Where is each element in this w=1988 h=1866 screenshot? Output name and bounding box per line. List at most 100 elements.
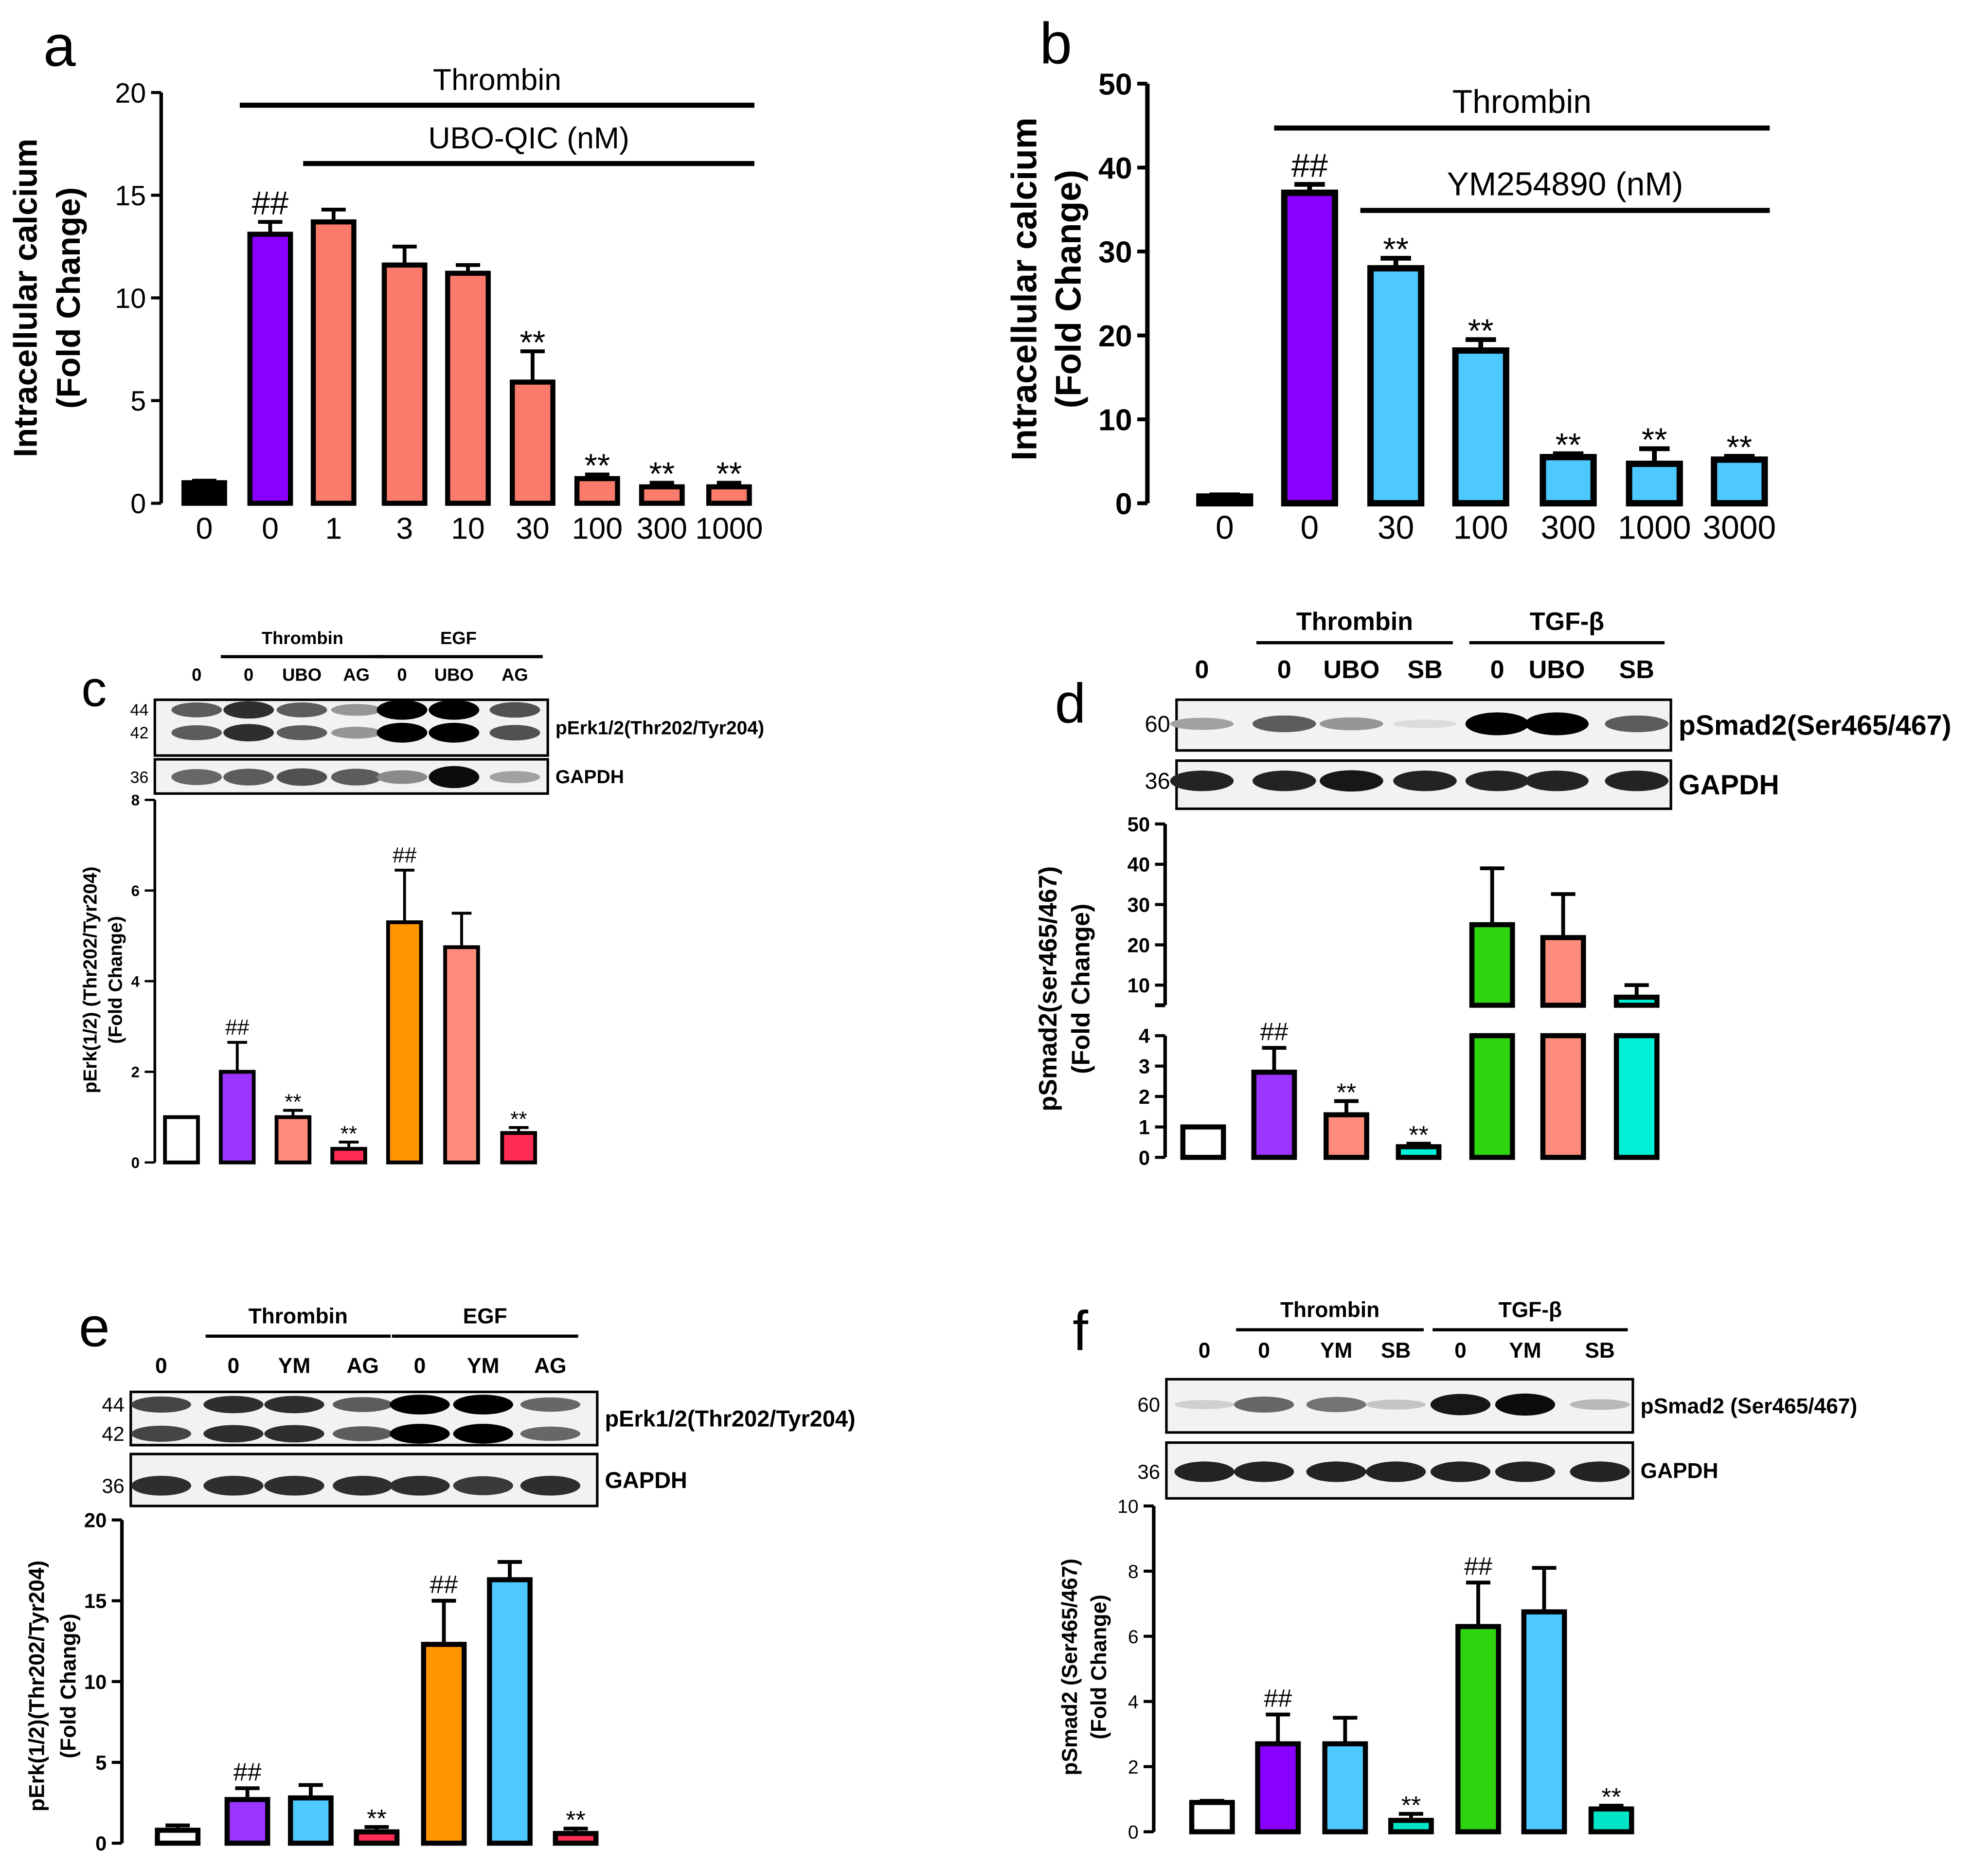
bracket-label: Thrombin <box>433 63 561 97</box>
protein-band <box>1252 715 1316 733</box>
protein-band <box>131 1425 192 1442</box>
y-tick-label: 2 <box>1139 1085 1150 1108</box>
protein-band <box>1365 1400 1426 1410</box>
x-tick-label: 30 <box>1378 510 1414 546</box>
y-tick-label: 6 <box>1128 1627 1139 1648</box>
molecular-weight-marker: 36 <box>102 1474 124 1497</box>
y-tick-label: 6 <box>131 882 140 899</box>
y-axis-label-line: pSmad2(ser465/467) <box>1034 866 1062 1112</box>
y-tick-label: 20 <box>115 78 146 109</box>
bar <box>1540 454 1597 507</box>
lane-label: YM <box>278 1354 310 1378</box>
lane-label: UBO <box>434 664 474 684</box>
molecular-weight-marker: 44 <box>102 1393 124 1416</box>
panel-c: c 0 2 4 6 8 pErk(1/2) (Thr202/Tyr204) (Fold Cha… <box>80 628 764 1171</box>
bar <box>443 945 480 1165</box>
y-tick-label: 10 <box>1117 1496 1138 1517</box>
y-axis-label-line: pSmad2 (Ser465/467) <box>1058 1559 1082 1776</box>
bar <box>1626 460 1683 507</box>
lane-label: YM <box>1320 1339 1352 1363</box>
y-tick-label: 4 <box>131 973 140 990</box>
panel-letter: b <box>1039 11 1072 76</box>
bar <box>1322 1741 1368 1834</box>
molecular-weight-marker: 42 <box>130 724 149 742</box>
protein-band <box>520 1426 581 1441</box>
bar <box>1367 265 1425 507</box>
y-axis-label-line: (Fold Change) <box>105 916 126 1044</box>
bar <box>1540 935 1586 1008</box>
protein-band <box>276 768 327 786</box>
x-tick-label: 30 <box>516 512 550 546</box>
significance-mark: ** <box>566 1806 586 1834</box>
lane-label: 0 <box>1490 656 1504 684</box>
bar <box>1196 493 1254 507</box>
y-axis-label-line: (Fold Change) <box>1049 170 1089 408</box>
y-axis-label-line: pErk(1/2) (Thr202/Tyr204) <box>80 866 101 1093</box>
y-tick-label: 15 <box>84 1590 107 1613</box>
significance-mark: ** <box>510 1108 527 1131</box>
y-tick-label: 40 <box>1098 151 1132 185</box>
protein-band <box>1393 719 1457 728</box>
significance-mark: ** <box>716 456 742 492</box>
blot-row: 44 42 pErk1/2(Thr202/Tyr204) <box>130 698 764 757</box>
bar <box>639 484 685 506</box>
bar <box>1452 347 1509 507</box>
lane-label: SB <box>1407 656 1442 684</box>
protein-band <box>1430 1461 1491 1482</box>
treatment-bracket: Thrombin <box>1274 84 1770 131</box>
bar <box>1189 1800 1235 1834</box>
protein-band <box>429 766 480 789</box>
significance-mark: ## <box>430 1571 458 1599</box>
blot-row-label: pSmad2 (Ser465/467) <box>1641 1395 1858 1418</box>
protein-band <box>1465 712 1529 736</box>
y-axis-label: pSmad2 (Ser465/467) (Fold Change) <box>1058 1559 1111 1776</box>
y-axis-label: pErk(1/2)(Thr202/Tyr204) (Fold Change) <box>25 1561 80 1812</box>
protein-band <box>1234 1461 1294 1482</box>
bar <box>310 219 357 506</box>
bar <box>510 379 555 506</box>
protein-band <box>1605 771 1669 791</box>
bar <box>354 1829 400 1846</box>
protein-band <box>203 1425 264 1443</box>
bracket-label: UBO-QIC (nM) <box>428 121 629 155</box>
lane-label: AG <box>346 1354 378 1378</box>
bar <box>553 1830 599 1846</box>
bar <box>445 270 491 506</box>
y-tick-label: 20 <box>1128 933 1150 956</box>
bar <box>1540 1033 1586 1160</box>
protein-band <box>331 769 382 786</box>
protein-band <box>376 700 428 720</box>
bars: ## ** ** <box>1180 866 1660 1160</box>
bar <box>163 1115 200 1165</box>
y-tick-label: 8 <box>131 792 140 809</box>
blot-row-label: GAPDH <box>555 767 624 788</box>
protein-band <box>171 702 222 718</box>
significance-mark: ** <box>520 324 546 361</box>
panel-letter: a <box>43 14 76 79</box>
bar <box>1469 922 1515 1008</box>
y-tick-label: 3 <box>1139 1055 1150 1078</box>
protein-band <box>331 727 382 739</box>
protein-band <box>264 1425 324 1443</box>
lane-label: AG <box>501 664 528 684</box>
significance-mark: ## <box>225 1016 250 1040</box>
bar <box>287 1795 334 1846</box>
protein-band <box>1365 1461 1426 1482</box>
significance-mark: ** <box>649 456 675 492</box>
y-tick-label: 2 <box>1128 1757 1139 1778</box>
y-tick-label: 30 <box>1098 235 1132 269</box>
y-tick-label: 0 <box>1115 487 1132 521</box>
bar <box>1388 1817 1434 1834</box>
y-tick-label: 15 <box>115 180 146 212</box>
protein-band <box>489 771 540 783</box>
bar <box>1455 1624 1501 1834</box>
x-tick-label: 0 <box>1216 510 1234 546</box>
bar <box>218 1070 256 1165</box>
bars: 0 ## 0 ** 30 ** 100 ** 300 ** 1000 ** 3000 <box>1196 147 1776 546</box>
significance-mark: ## <box>1264 1685 1292 1713</box>
y-tick-label: 10 <box>84 1670 107 1693</box>
protein-band <box>1252 771 1316 791</box>
protein-band <box>1170 771 1234 791</box>
y-tick-label: 20 <box>84 1509 107 1532</box>
y-axis-label-line: (Fold Change) <box>51 187 87 409</box>
